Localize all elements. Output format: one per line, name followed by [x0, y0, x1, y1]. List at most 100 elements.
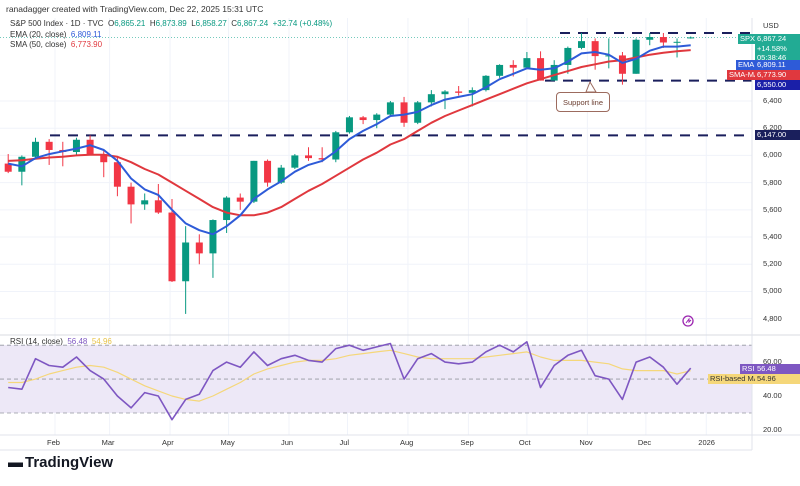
- candle-body: [154, 200, 162, 213]
- candle-body: [168, 212, 176, 282]
- horizontal-lines: [0, 31, 752, 414]
- price-tick-label: 5,400: [763, 232, 782, 242]
- open-value: 6,865.21: [114, 19, 146, 28]
- candle-body: [578, 41, 585, 48]
- rsi-ma-line: [8, 349, 691, 402]
- support-line-callout[interactable]: Support line: [556, 92, 610, 112]
- candle-body: [209, 220, 217, 254]
- candle-body: [427, 94, 435, 103]
- candle-body: [496, 64, 504, 76]
- rsi-legend[interactable]: RSI (14, close) 56.48 54.96: [10, 337, 112, 347]
- candle-body: [468, 90, 476, 93]
- rsi-tick-label: 60.00: [763, 357, 782, 367]
- ema-price-badge: 6,809.11: [755, 60, 800, 70]
- time-tick-label: May: [220, 438, 235, 447]
- rsi-ma-tag: RSI-based MA: [708, 374, 761, 384]
- candle-body: [45, 141, 53, 150]
- candle-body: [100, 154, 108, 163]
- spx-price: 6,867.24: [757, 34, 787, 43]
- sma-price-badge: 6,773.90: [755, 70, 800, 80]
- time-tick-label: Nov: [579, 438, 593, 447]
- candle-body: [223, 197, 231, 221]
- rsi-badge: 56.48: [755, 364, 800, 374]
- close-label: C: [231, 19, 238, 28]
- time-tick-label: Mar: [101, 438, 115, 447]
- candle-body: [359, 117, 367, 121]
- time-tick-label: Sep: [460, 438, 474, 447]
- rsi-line: [8, 340, 692, 421]
- line-6147-badge: 6,147.00: [755, 130, 800, 140]
- symbol-name: S&P 500 Index · 1D · TVC: [10, 19, 104, 28]
- credit-text: ranadagger created with TradingView.com,…: [6, 4, 264, 14]
- candle-body: [345, 117, 353, 133]
- sma-tag: SMA-MA: [727, 70, 761, 80]
- rsi-tick-label: 40.00: [763, 391, 782, 401]
- ema-legend[interactable]: EMA (20, close) 6,809.11: [10, 30, 101, 40]
- candle-body: [659, 37, 667, 43]
- candle-body: [618, 55, 626, 74]
- candle-body: [72, 139, 80, 153]
- candle-body: [264, 160, 272, 183]
- rsi-value: 56.48: [67, 337, 88, 346]
- high-label: H: [149, 19, 156, 28]
- price-tick-label: 6,000: [763, 150, 782, 160]
- tradingview-logo-icon: ▬: [8, 454, 23, 471]
- candle-body: [673, 41, 681, 43]
- sma-label: SMA (50, close): [10, 40, 67, 49]
- candles: [4, 32, 695, 314]
- price-tick-label: 4,800: [763, 313, 782, 323]
- candle-body: [386, 102, 394, 115]
- tv-ideas-icon[interactable]: [682, 315, 694, 327]
- price-tick-label: 6,200: [763, 123, 782, 133]
- sma-value: 6,773.90: [70, 40, 103, 49]
- close-value: 6,867.24: [237, 19, 269, 28]
- candle-body: [687, 37, 695, 39]
- currency-label[interactable]: USD: [763, 21, 779, 30]
- time-tick-label: Dec: [637, 438, 652, 447]
- open-label: O: [107, 19, 115, 28]
- candle-body: [127, 186, 135, 205]
- spx-tag: SPX: [738, 34, 758, 44]
- time-tick-label: 2026: [698, 438, 715, 447]
- rsi-tag: RSI: [740, 364, 757, 374]
- candle-body: [182, 242, 190, 282]
- candle-body: [509, 64, 517, 68]
- ema-label: EMA (20, close): [10, 30, 67, 39]
- candle-body: [441, 91, 449, 95]
- sma-legend[interactable]: SMA (50, close) 6,773.90: [10, 40, 102, 50]
- price-tick-label: 6,400: [763, 95, 782, 105]
- rsi-label: RSI (14, close): [10, 337, 63, 346]
- candle-body: [605, 55, 613, 57]
- candle-body: [591, 41, 599, 57]
- candle-body: [305, 155, 312, 159]
- candle-body: [86, 139, 94, 155]
- spx-countdown: 05:38:46: [757, 53, 787, 62]
- candle-body: [113, 162, 121, 187]
- candle-body: [332, 132, 340, 160]
- time-tick-label: Jun: [281, 438, 294, 447]
- high-value: 6,873.89: [155, 19, 187, 28]
- price-tick-label: 5,600: [763, 204, 782, 214]
- time-tick-label: Jul: [339, 438, 350, 447]
- low-value: 6,858.27: [195, 19, 227, 28]
- candle-body: [250, 160, 258, 202]
- candle-body: [564, 47, 572, 65]
- time-tick-label: Feb: [47, 438, 60, 447]
- time-tick-label: Apr: [162, 438, 174, 447]
- spx-change: +14.58%: [757, 43, 787, 53]
- rsi-tick-label: 20.00: [763, 424, 782, 434]
- ema-value: 6,809.11: [70, 30, 102, 39]
- moving-averages: [8, 44, 691, 236]
- tradingview-logo[interactable]: ▬ TradingView: [8, 454, 114, 471]
- symbol-legend[interactable]: S&P 500 Index · 1D · TVC O6,865.21 H6,87…: [10, 19, 332, 29]
- low-label: L: [191, 19, 196, 28]
- candle-body: [482, 75, 490, 91]
- candle-body: [236, 197, 244, 202]
- candle-body: [646, 37, 654, 40]
- candle-body: [32, 141, 39, 157]
- time-tick-label: Aug: [399, 438, 414, 447]
- price-tick-label: 5,000: [763, 286, 782, 296]
- candle-body: [523, 58, 531, 68]
- tradingview-logo-text: TradingView: [25, 454, 114, 471]
